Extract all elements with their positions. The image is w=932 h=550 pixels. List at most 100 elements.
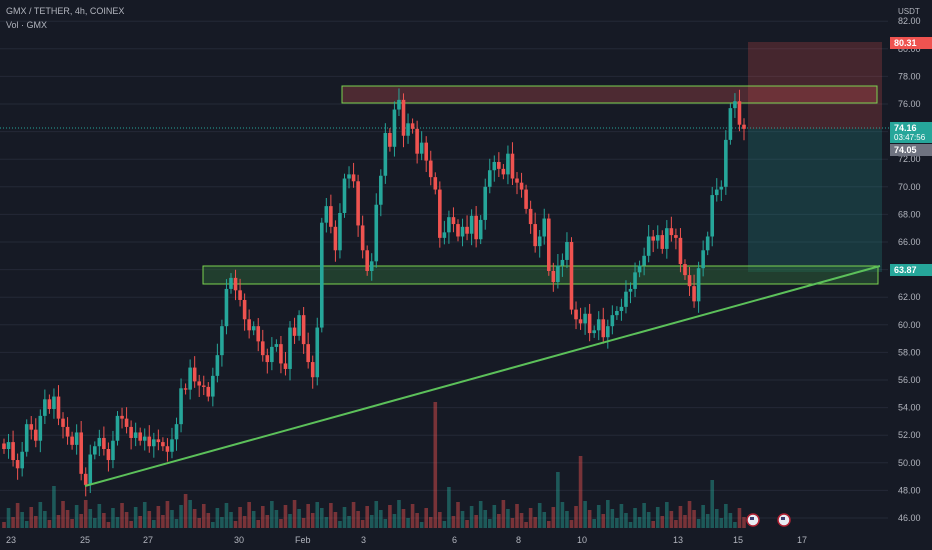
candle-body bbox=[260, 341, 265, 356]
candle-body bbox=[533, 224, 537, 247]
chart-grid bbox=[0, 20, 888, 519]
candle-body bbox=[596, 319, 601, 331]
candle-body bbox=[583, 313, 587, 324]
volume-bar bbox=[265, 515, 270, 528]
candle-body bbox=[56, 396, 61, 419]
volume-bar bbox=[383, 519, 388, 528]
candle-body bbox=[528, 208, 533, 225]
volume-bar bbox=[297, 509, 301, 528]
candle-body bbox=[52, 396, 56, 409]
candle-body bbox=[152, 439, 156, 447]
volume-bar bbox=[705, 514, 710, 528]
candle-body bbox=[424, 142, 429, 161]
candle-body bbox=[29, 424, 34, 430]
price-tick-label: 60.00 bbox=[898, 320, 921, 330]
candle-body bbox=[365, 250, 369, 271]
stop-price-tag: 80.31 bbox=[890, 37, 932, 49]
volume-bar bbox=[655, 507, 660, 528]
time-tick-label: 15 bbox=[733, 535, 743, 545]
candle-body bbox=[392, 109, 397, 147]
candle-body bbox=[419, 142, 424, 154]
candle-body bbox=[674, 235, 678, 238]
time-tick-label: 17 bbox=[797, 535, 807, 545]
price-tick-label: 52.00 bbox=[898, 430, 921, 440]
volume-bar bbox=[270, 501, 274, 528]
price-tick-label: 46.00 bbox=[898, 513, 921, 523]
volume-bar bbox=[242, 516, 247, 528]
volume-bar bbox=[687, 501, 692, 528]
candle-body bbox=[701, 250, 705, 269]
volume-bar bbox=[38, 502, 43, 528]
candle-body bbox=[442, 232, 447, 238]
candle-body bbox=[456, 224, 460, 237]
volume-bar bbox=[469, 506, 474, 528]
volume-bar bbox=[256, 520, 261, 528]
price-tick-label: 72.00 bbox=[898, 154, 921, 164]
volume-bar bbox=[606, 500, 610, 528]
volume-bar bbox=[615, 518, 619, 528]
candle-body bbox=[124, 418, 129, 427]
volume-bar bbox=[515, 504, 519, 528]
candle-body bbox=[619, 306, 624, 311]
time-tick-label: Feb bbox=[295, 535, 311, 545]
resistance-zone[interactable] bbox=[341, 85, 878, 104]
volume-bar bbox=[442, 521, 447, 528]
volume-bar bbox=[556, 472, 560, 528]
volume-bar bbox=[660, 516, 665, 528]
candle-body bbox=[224, 288, 229, 327]
volume-bar bbox=[161, 515, 165, 528]
ascending-trendline[interactable] bbox=[84, 265, 881, 487]
candle-body bbox=[469, 215, 474, 234]
volume-bar bbox=[279, 519, 283, 528]
candle-body bbox=[633, 272, 637, 289]
time-tick-label: 10 bbox=[577, 535, 587, 545]
volume-bar bbox=[374, 501, 379, 528]
volume-bar bbox=[319, 508, 324, 528]
candle-body bbox=[170, 439, 174, 452]
volume-bar bbox=[506, 509, 510, 528]
volume-bar bbox=[301, 518, 306, 528]
volume-bar bbox=[197, 518, 202, 528]
volume-bar bbox=[528, 508, 533, 528]
candle-body bbox=[728, 108, 733, 140]
candle-body bbox=[487, 170, 492, 187]
candle-body bbox=[714, 189, 719, 196]
candle-body bbox=[92, 446, 97, 455]
volume-bar bbox=[428, 517, 433, 528]
volume-bar bbox=[6, 508, 11, 528]
us-flag-icon[interactable] bbox=[777, 513, 791, 527]
price-tick-label: 66.00 bbox=[898, 237, 921, 247]
volume-bar bbox=[224, 503, 229, 528]
volume-bar bbox=[487, 519, 492, 528]
volume-bar bbox=[347, 516, 351, 528]
candle-body bbox=[111, 440, 115, 461]
volume-bar bbox=[410, 504, 415, 528]
volume-bar bbox=[138, 516, 142, 528]
volume-bar bbox=[142, 502, 147, 528]
volume-bar bbox=[497, 514, 501, 528]
volume-bar bbox=[474, 515, 478, 528]
volume-bar bbox=[456, 502, 460, 528]
volume-bars bbox=[2, 402, 746, 528]
time-axis[interactable]: 23 25 27 30 Feb 3 6 8 10 13 15 17 bbox=[6, 535, 807, 545]
candle-body bbox=[737, 101, 742, 125]
candle-body bbox=[192, 367, 197, 382]
candle-body bbox=[606, 326, 610, 338]
candle-body bbox=[238, 290, 242, 300]
support-zone[interactable] bbox=[202, 265, 879, 285]
candle-body bbox=[683, 264, 687, 276]
candle-body bbox=[646, 236, 651, 256]
volume-bar bbox=[124, 512, 129, 528]
volume-bar bbox=[310, 513, 315, 528]
volume-bar bbox=[61, 501, 65, 528]
time-tick-label: 25 bbox=[80, 535, 90, 545]
volume-bar bbox=[183, 494, 188, 528]
candle-body bbox=[43, 399, 47, 416]
volume-bar bbox=[397, 500, 401, 528]
currency-label: USDT bbox=[898, 7, 920, 16]
take-profit-zone[interactable] bbox=[748, 129, 882, 272]
us-flag-icon[interactable] bbox=[746, 513, 760, 527]
candle-body bbox=[233, 277, 238, 291]
candle-body bbox=[301, 315, 306, 345]
